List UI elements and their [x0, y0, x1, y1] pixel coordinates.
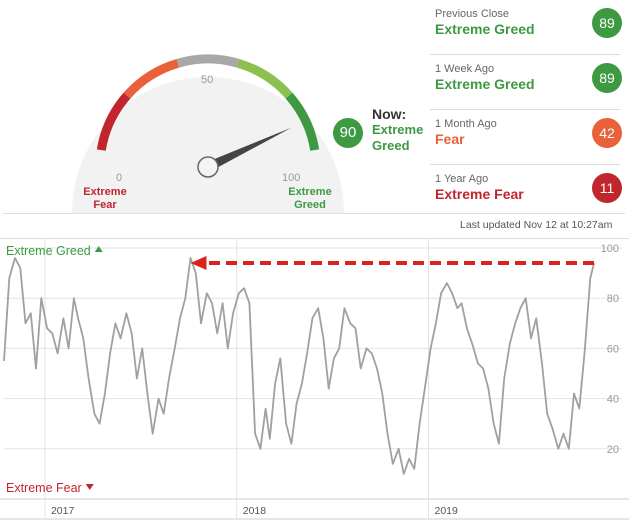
history-label: 1 Week Ago: [435, 63, 495, 75]
triangle-up-icon: [94, 246, 103, 252]
history-row-1-week-ago: 1 Week Ago Extreme Greed 89: [430, 55, 622, 110]
fear-greed-history-chart: 2017 2018 2019 20 40 60 80 100 Extreme Greed E…: [0, 238, 629, 520]
gauge-tick-100: 100: [282, 172, 300, 184]
gauge-segment: [123, 58, 180, 99]
x-tick-label: 2019: [435, 505, 459, 517]
history-status: Extreme Greed: [435, 76, 535, 92]
last-updated-text: Last updated Nov 12 at 10:27am: [460, 219, 613, 231]
y-tick-label: 40: [607, 394, 619, 406]
x-tick-label: 2017: [51, 505, 75, 517]
history-row-1-month-ago: 1 Month Ago Fear 42: [430, 110, 622, 165]
gauge-pivot: [197, 156, 219, 178]
gauge-segment: [285, 92, 320, 151]
history-status: Fear: [435, 131, 465, 147]
gauge-right-label-line1: Extreme: [288, 186, 331, 198]
extreme-fear-label: Extreme Fear: [6, 481, 82, 495]
now-title: Now:: [372, 106, 407, 122]
history-value-badge: 89: [592, 8, 622, 38]
gauge-arcs: [96, 54, 320, 151]
now-label: Extreme Greed: [372, 122, 424, 153]
now-value-badge: 90: [333, 118, 363, 148]
y-tick-label: 100: [601, 243, 619, 255]
triangle-down-icon: [85, 484, 94, 490]
annotation-arrow-head: [190, 256, 207, 271]
history-value-badge: 42: [592, 118, 622, 148]
history-status: Extreme Greed: [435, 21, 535, 37]
gauge-tick-0: 0: [116, 172, 122, 184]
series-line: [3, 257, 595, 475]
fear-greed-gauge: 0 50 100 Extreme Fear Extreme Greed: [72, 54, 344, 213]
history-value-badge: 11: [592, 173, 622, 203]
chart-x-axis: 2017 2018 2019: [44, 238, 459, 519]
chart-annotation: [190, 256, 594, 271]
gauge-segment: [236, 58, 293, 99]
history-row-previous-close: Previous Close Extreme Greed 89: [430, 0, 622, 55]
history-value-badge: 89: [592, 63, 622, 93]
section-divider: [3, 213, 625, 214]
chart-y-axis: 20 40 60 80 100: [601, 243, 619, 456]
chart-gridlines: [0, 238, 629, 520]
gauge-segment: [176, 54, 240, 68]
gauge-background: [72, 77, 344, 213]
gauge-needle: [205, 127, 292, 172]
gauge-segment: [96, 92, 131, 151]
y-tick-label: 20: [607, 444, 619, 456]
gauge-left-label-line2: Fear: [93, 199, 117, 211]
x-tick-label: 2018: [243, 505, 267, 517]
history-label: 1 Month Ago: [435, 118, 497, 130]
history-label: Previous Close: [435, 8, 509, 20]
y-tick-label: 60: [607, 343, 619, 355]
gauge-left-label-line1: Extreme: [83, 186, 126, 198]
gauge-right-label-line2: Greed: [294, 199, 326, 211]
extreme-greed-label: Extreme Greed: [6, 244, 91, 258]
history-row-1-year-ago: 1 Year Ago Extreme Fear 11: [430, 165, 622, 219]
history-status: Extreme Fear: [435, 186, 524, 202]
history-label: 1 Year Ago: [435, 173, 489, 185]
y-tick-label: 80: [607, 293, 619, 305]
gauge-tick-50: 50: [201, 74, 213, 86]
